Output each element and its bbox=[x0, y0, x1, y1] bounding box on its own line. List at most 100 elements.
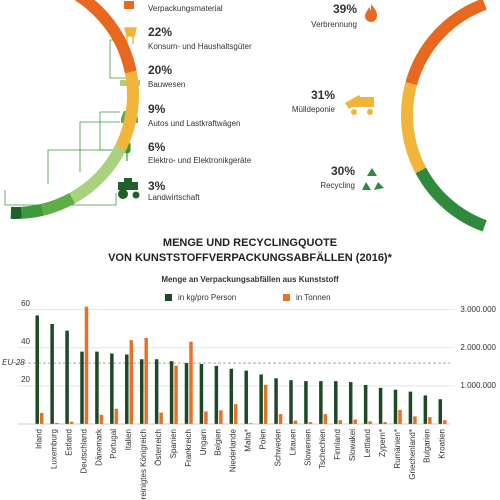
x-tick-label: Polen bbox=[259, 429, 268, 449]
bar bbox=[338, 420, 343, 424]
bar bbox=[129, 340, 134, 424]
bar bbox=[99, 414, 104, 424]
y-tick-label: 60 bbox=[21, 299, 30, 308]
bar bbox=[35, 315, 39, 424]
x-tick-label: Slowakei bbox=[348, 429, 357, 461]
bar bbox=[234, 404, 238, 424]
bar bbox=[114, 408, 119, 424]
bar bbox=[438, 399, 443, 424]
x-tick-label: Frankreich bbox=[184, 429, 193, 467]
bar bbox=[319, 381, 323, 424]
bar bbox=[323, 414, 328, 424]
x-tick-label: Griechenland* bbox=[408, 429, 417, 480]
bar bbox=[428, 417, 432, 424]
donut-segment bbox=[115, 70, 139, 151]
bar bbox=[259, 374, 263, 424]
x-tick-label: Kroatien bbox=[438, 429, 447, 459]
bar bbox=[139, 359, 144, 424]
category-label: Verbrennung bbox=[311, 20, 357, 29]
bar bbox=[289, 380, 293, 424]
x-tick-label: Niederlande bbox=[229, 428, 238, 472]
bar bbox=[125, 354, 129, 424]
wheel bbox=[367, 109, 373, 115]
x-tick-label: Schweden bbox=[273, 429, 282, 466]
x-tick-label: Deutschland bbox=[79, 429, 88, 473]
y-tick-label: 20 bbox=[21, 375, 30, 384]
flame-icon bbox=[365, 4, 377, 22]
bar bbox=[199, 364, 204, 424]
x-tick-label: Litauen bbox=[288, 429, 297, 455]
x-tick-label: Estland bbox=[64, 429, 73, 456]
decor bbox=[4, 39, 133, 206]
bar bbox=[144, 337, 148, 424]
bar bbox=[214, 365, 219, 424]
bar bbox=[378, 387, 383, 424]
category-label: Landwirtschaft bbox=[148, 193, 200, 202]
bar bbox=[368, 421, 372, 424]
percent-label: 30% bbox=[331, 164, 355, 178]
bar bbox=[84, 306, 89, 424]
percent-label: 39% bbox=[333, 2, 357, 16]
category-label: Elektro- und Elektronikgeräte bbox=[148, 156, 252, 165]
bar bbox=[54, 422, 59, 424]
bar bbox=[263, 384, 268, 424]
bar bbox=[80, 351, 84, 424]
legend-swatch bbox=[165, 294, 172, 301]
x-tick-label: Italien bbox=[124, 429, 133, 450]
chart-title: VON KUNSTSTOFFVERPACKUNGSABFÄLLEN (2016)… bbox=[108, 251, 393, 264]
percent-label: 6% bbox=[148, 140, 166, 154]
percent-label: 22% bbox=[148, 25, 172, 39]
bar bbox=[353, 419, 357, 424]
donut-segment bbox=[21, 203, 44, 219]
x-tick-label: Portugal bbox=[109, 429, 118, 459]
bar bbox=[50, 324, 54, 424]
x-tick-label: Irland bbox=[35, 429, 44, 449]
y-tick-label: 40 bbox=[21, 337, 30, 346]
x-tick-label: Finnland bbox=[333, 429, 342, 460]
package-icon bbox=[124, 1, 134, 9]
bar bbox=[383, 422, 387, 424]
donut-segment bbox=[74, 0, 137, 74]
y2-tick-label: 3.000.000 bbox=[460, 305, 496, 314]
donut-segment bbox=[405, 0, 487, 86]
wheel bbox=[351, 109, 357, 115]
x-tick-label: Rumänien* bbox=[393, 429, 402, 469]
category-label: Konsum- und Haushaltsgüter bbox=[148, 42, 252, 51]
donut-segment bbox=[69, 145, 126, 204]
tractor-icon bbox=[118, 178, 140, 199]
bar bbox=[348, 382, 353, 424]
donut-segment bbox=[415, 167, 487, 232]
bar bbox=[159, 412, 163, 424]
bar bbox=[248, 423, 253, 424]
bar bbox=[398, 409, 402, 424]
x-tick-label: Tschechien bbox=[318, 429, 327, 469]
x-tick-label: Ungarn bbox=[199, 429, 208, 455]
lamp-icon bbox=[124, 27, 137, 44]
category-label: Mülldeponie bbox=[292, 105, 336, 114]
bar bbox=[244, 370, 248, 424]
bar bbox=[443, 420, 447, 424]
bar bbox=[189, 341, 193, 424]
recycling-icon bbox=[362, 168, 384, 190]
bar bbox=[293, 420, 298, 424]
percent-label: 9% bbox=[148, 102, 166, 116]
x-tick-label: Zypern* bbox=[378, 429, 387, 457]
leader-line bbox=[47, 149, 120, 184]
x-tick-label: Malta* bbox=[244, 429, 253, 452]
x-tick-label: Österreich bbox=[154, 429, 163, 466]
bar bbox=[174, 365, 178, 424]
legend-label: in kg/pro Person bbox=[178, 293, 236, 302]
x-tick-label: Belgien bbox=[214, 429, 223, 456]
x-tick-label: Vereinigtes Königreich bbox=[139, 429, 148, 500]
bar bbox=[204, 411, 208, 424]
percent-label: 3% bbox=[148, 179, 166, 193]
chart-subtitle: Menge an Verpackungsabfällen aus Kunstst… bbox=[161, 275, 339, 284]
bar bbox=[95, 351, 99, 424]
x-tick-label: Luxemburg bbox=[50, 429, 59, 469]
bar bbox=[169, 361, 174, 424]
bar bbox=[304, 381, 308, 424]
legend-swatch bbox=[283, 294, 290, 301]
bar bbox=[363, 384, 368, 424]
bar bbox=[39, 412, 44, 424]
